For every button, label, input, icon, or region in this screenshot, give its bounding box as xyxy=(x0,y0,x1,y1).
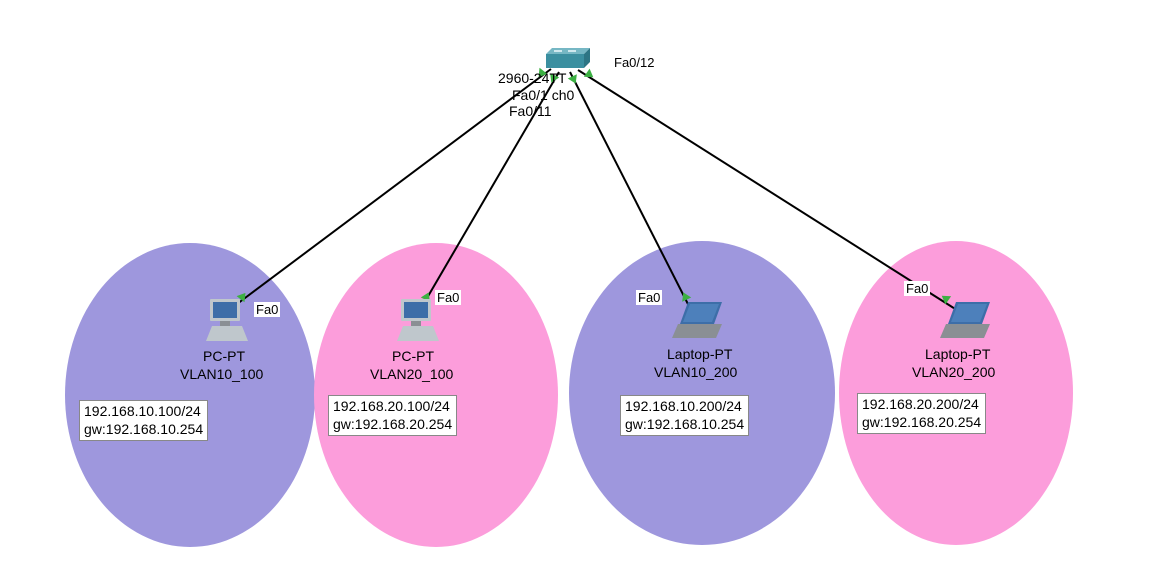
device-name-label: VLAN10_200 xyxy=(654,364,737,380)
pc-icon[interactable] xyxy=(204,299,250,341)
ip-address: 192.168.10.200/24 xyxy=(625,398,742,414)
switch-port-label: Fa0/12 xyxy=(612,55,656,70)
device-type-label: Laptop-PT xyxy=(925,346,990,362)
port-label: Fa0 xyxy=(254,302,280,317)
ip-info-box: 192.168.20.200/24 gw:192.168.20.254 xyxy=(857,393,986,434)
port-label: Fa0 xyxy=(435,290,461,305)
device-name-label: VLAN20_100 xyxy=(370,366,453,382)
ip-info-box: 192.168.20.100/24 gw:192.168.20.254 xyxy=(328,395,457,436)
device-name-label: VLAN20_200 xyxy=(912,364,995,380)
link-lines xyxy=(0,0,1159,571)
ip-info-box: 192.168.10.100/24 gw:192.168.10.254 xyxy=(79,400,208,441)
port-label: Fa0 xyxy=(904,281,930,296)
ip-address: 192.168.20.200/24 xyxy=(862,396,979,412)
ip-address: 192.168.10.100/24 xyxy=(84,403,201,419)
pc-icon[interactable] xyxy=(395,299,441,341)
switch-port-label: Fa0/1 ch0 xyxy=(512,87,574,103)
diagram-canvas: 2960-24TT Fa0/1 ch0 Fa0/11 Fa0/12 Fa0 PC… xyxy=(0,0,1159,571)
ip-info-box: 192.168.10.200/24 gw:192.168.10.254 xyxy=(620,395,749,436)
device-type-label: PC-PT xyxy=(203,348,245,364)
device-name-label: VLAN10_100 xyxy=(180,366,263,382)
switch-icon[interactable] xyxy=(540,48,590,70)
device-type-label: PC-PT xyxy=(392,348,434,364)
device-type-label: Laptop-PT xyxy=(667,346,732,362)
gateway: gw:192.168.10.254 xyxy=(84,421,203,437)
switch-model-label: 2960-24TT xyxy=(498,70,566,86)
gateway: gw:192.168.20.254 xyxy=(862,414,981,430)
ip-address: 192.168.20.100/24 xyxy=(333,398,450,414)
port-label: Fa0 xyxy=(636,290,662,305)
switch-port-label: Fa0/11 xyxy=(509,103,552,119)
gateway: gw:192.168.10.254 xyxy=(625,416,744,432)
gateway: gw:192.168.20.254 xyxy=(333,416,452,432)
laptop-icon[interactable] xyxy=(938,302,994,338)
laptop-icon[interactable] xyxy=(670,302,726,338)
